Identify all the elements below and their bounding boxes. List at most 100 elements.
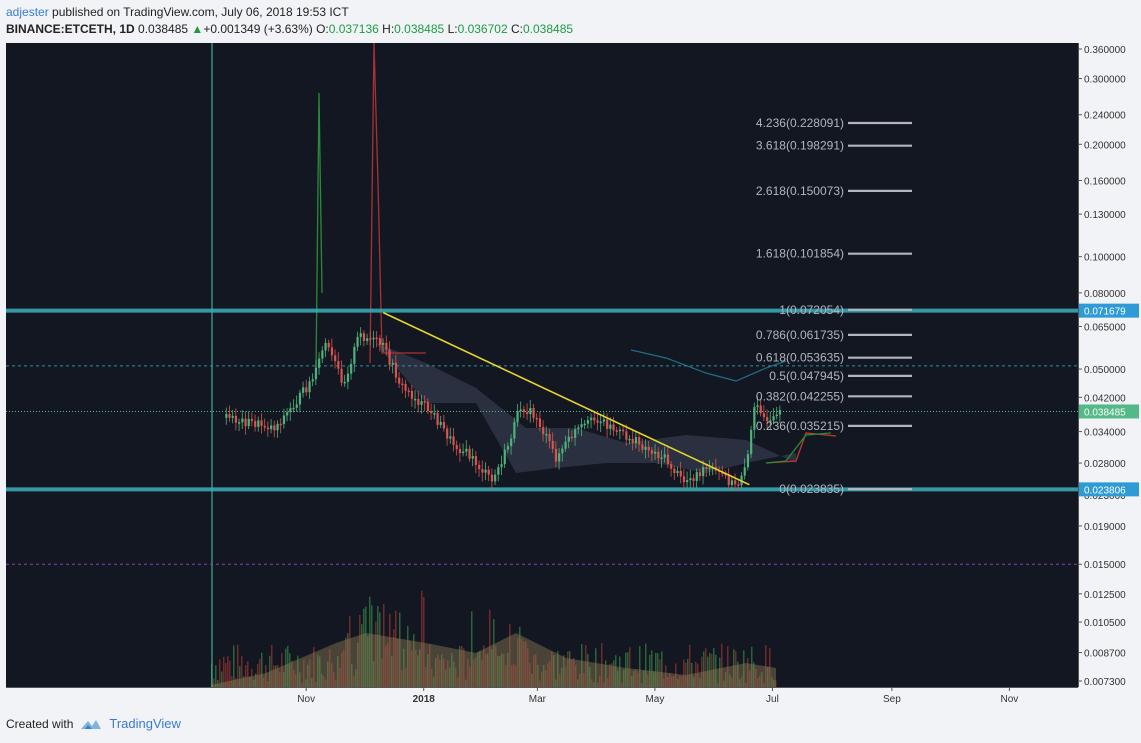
volume-bar <box>355 669 357 687</box>
volume-bar <box>543 664 545 687</box>
volume-bar <box>303 659 305 687</box>
candle <box>503 449 506 465</box>
time-tick-label: 2018 <box>413 694 436 705</box>
candle <box>548 434 551 441</box>
candle <box>516 411 519 423</box>
candle <box>497 467 500 475</box>
volume-bar <box>555 679 557 687</box>
candle <box>465 448 468 452</box>
candle <box>273 425 276 431</box>
fib-level-label: 1(0.072054) <box>779 303 844 317</box>
volume-bar <box>403 648 405 687</box>
volume-bar <box>739 679 741 687</box>
volume-bar <box>343 649 345 687</box>
tradingview-link[interactable]: TradingView <box>109 716 181 731</box>
candle <box>231 415 234 418</box>
volume-bar <box>619 656 621 687</box>
volume-bar <box>423 597 425 687</box>
volume-bar <box>541 671 543 687</box>
volume-bar <box>615 655 617 687</box>
price-axis[interactable]: 0.360000 0.300000 0.240000 0.200000 0.160000… <box>1078 43 1141 709</box>
volume-bar <box>277 664 279 687</box>
candle <box>596 420 599 423</box>
fib-level-label: 1.618(0.101854) <box>756 247 844 261</box>
candle <box>286 412 289 416</box>
volume-bar <box>415 649 417 687</box>
volume-bar <box>485 654 487 687</box>
candle <box>570 436 574 439</box>
candle <box>654 451 657 454</box>
candle <box>353 346 356 364</box>
volume-bar <box>513 663 515 687</box>
volume-bar <box>605 660 607 687</box>
volume-bar <box>493 619 495 687</box>
volume-bar <box>711 654 713 687</box>
volume-bar <box>551 651 553 687</box>
volume-bar <box>729 674 731 687</box>
candle <box>478 464 481 470</box>
volume-bar <box>679 675 681 687</box>
candle <box>506 446 510 450</box>
candle <box>647 446 650 451</box>
candle <box>254 421 257 427</box>
volume-bar <box>663 678 665 687</box>
volume-bar <box>759 675 761 687</box>
volume-bar <box>563 655 565 687</box>
volume-bar <box>333 671 335 687</box>
candle <box>311 379 314 382</box>
volume-bar <box>217 679 219 687</box>
volume-bar <box>221 671 223 687</box>
candle <box>638 437 641 445</box>
volume-bar <box>587 654 589 687</box>
volume-bar <box>697 663 699 687</box>
volume-bar <box>237 644 239 687</box>
volume-bar <box>437 654 439 687</box>
volume-bar <box>501 653 503 687</box>
volume-bar <box>247 661 249 687</box>
open-value: 0.037136 <box>328 22 379 36</box>
price-tick-label: 0.080000 <box>1084 289 1126 300</box>
volume-bar <box>761 672 763 687</box>
volume-bar <box>273 665 275 687</box>
price-tick-label: 0.065000 <box>1084 323 1126 334</box>
volume-bar <box>467 659 469 687</box>
price-chart[interactable]: 4.236(0.228091) 3.618(0.198291) 2.618(0.15… <box>6 42 1078 687</box>
fib-level-label: 4.236(0.228091) <box>756 116 844 130</box>
author-link[interactable]: adjester <box>6 5 49 19</box>
volume-bar <box>249 676 251 687</box>
volume-bar <box>525 641 527 687</box>
volume-bar <box>649 654 651 687</box>
volume-bar <box>645 643 647 687</box>
volume-bar <box>547 663 549 687</box>
candle <box>494 474 497 482</box>
volume-bar <box>727 646 729 687</box>
fib-level-label: 0.786(0.061735) <box>756 328 844 342</box>
candle <box>679 470 682 477</box>
chart-pane[interactable]: 4.236(0.228091) 3.618(0.198291) 2.618(0.15… <box>6 42 1078 687</box>
volume-bar <box>603 682 605 687</box>
candle <box>510 438 513 447</box>
volume-bar <box>537 664 539 687</box>
volume-bar <box>367 636 369 687</box>
volume-bar <box>253 679 255 687</box>
volume-bar <box>385 645 387 687</box>
volume-bar <box>763 682 765 687</box>
high-value: 0.038485 <box>394 22 445 36</box>
time-axis[interactable]: Nov 2018 Mar May Jul Sep Nov <box>6 687 1078 709</box>
volume-bar <box>231 675 233 687</box>
volume-bar <box>459 646 461 687</box>
candle <box>458 448 462 454</box>
candle <box>724 473 727 476</box>
volume-bar <box>425 666 427 687</box>
candle <box>308 381 311 393</box>
candle <box>631 438 634 444</box>
candle <box>385 342 388 350</box>
volume-bar <box>655 652 657 687</box>
volume-bar <box>345 637 347 687</box>
candle <box>366 338 369 342</box>
volume-bar <box>669 672 671 687</box>
volume-bar <box>471 611 473 687</box>
volume-bar <box>267 681 269 687</box>
volume-bar <box>339 667 341 687</box>
candle <box>228 414 231 418</box>
